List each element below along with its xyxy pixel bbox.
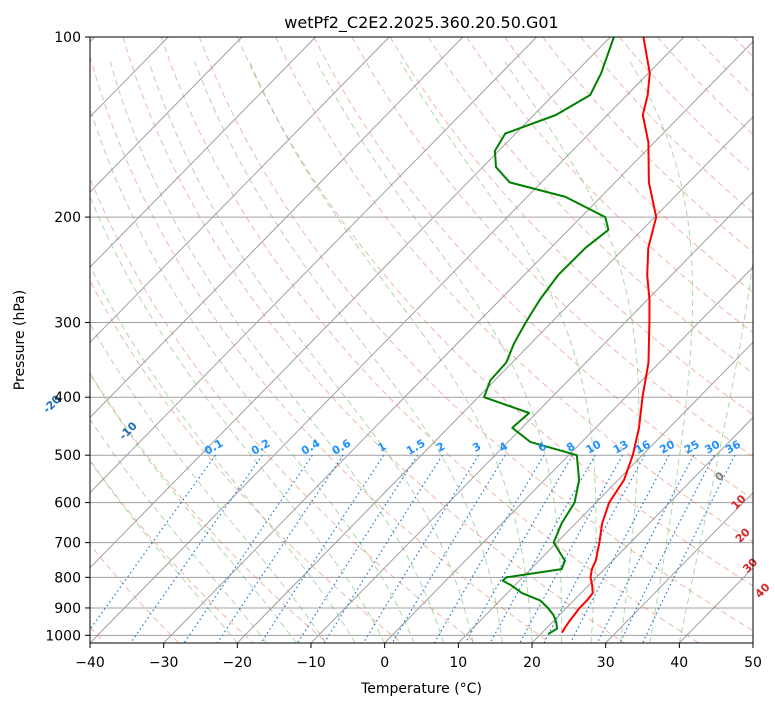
dry-adiabat-140 xyxy=(542,37,753,254)
dry-adiabat-90 xyxy=(351,37,753,458)
y-tick-label: 100 xyxy=(54,30,81,46)
moist-adiabat-32 xyxy=(504,61,640,643)
chart-title: wetPf2_C2E2.2025.360.20.50.G01 xyxy=(284,13,558,33)
isotherm--100 xyxy=(90,37,243,193)
plot-frame xyxy=(89,36,754,644)
x-tick-label: −20 xyxy=(223,655,253,671)
y-tick-label: 500 xyxy=(54,448,81,464)
moist-adiabat-16 xyxy=(194,61,503,643)
dewpoint-profile xyxy=(483,37,615,635)
dry-adiabat-10 xyxy=(90,177,477,643)
dry-adiabat-50 xyxy=(198,37,753,632)
profile-lines xyxy=(483,37,658,635)
mixing-ratio-line-6 xyxy=(433,454,545,643)
x-tick-label: 10 xyxy=(449,655,467,671)
isotherm--30 xyxy=(163,40,753,643)
dry-adiabat-40 xyxy=(160,37,700,643)
mixing-ratio-line-0.6 xyxy=(216,454,344,643)
x-tick-label: −30 xyxy=(149,655,179,671)
isotherm--80 xyxy=(90,37,390,344)
isotherm--20 xyxy=(236,116,753,643)
y-axis-label: Pressure (hPa) xyxy=(12,290,28,390)
mixing-ratio-line-20 xyxy=(569,454,670,643)
moist-adiabat-8 xyxy=(109,61,445,643)
x-tick-label: −10 xyxy=(296,655,326,671)
y-tick-label: 300 xyxy=(54,316,81,332)
moist-adiabat--12 xyxy=(90,372,297,643)
mixing-ratio-line-1.5 xyxy=(296,454,419,643)
isotherm--90 xyxy=(90,37,316,268)
mixing-ratio-line-0.4 xyxy=(183,454,313,643)
dry-adiabat-100 xyxy=(389,37,753,416)
isotherm-10 xyxy=(457,341,753,643)
x-tick-label: 30 xyxy=(597,655,615,671)
mixing-ratio-line-8 xyxy=(464,454,574,643)
x-axis-label: Temperature (°C) xyxy=(360,681,482,697)
x-tick-label: 0 xyxy=(380,655,389,671)
isotherm--40 xyxy=(90,37,685,643)
moist-adiabat--4 xyxy=(90,264,356,643)
y-tick-label: 200 xyxy=(54,210,81,226)
background-lines xyxy=(90,37,753,643)
axes: −40 −30 −20 −10 0 10 20 30 40 50 100 200 300 400 500 60… xyxy=(45,30,762,671)
y-tick-label: 900 xyxy=(54,601,81,617)
dry-adiabat--10 xyxy=(90,372,328,643)
moist-adiabat-12 xyxy=(148,61,474,643)
mixing-ratio-line-3 xyxy=(362,454,480,643)
dry-adiabat-30 xyxy=(122,37,625,643)
moist-adiabat--20 xyxy=(90,460,238,643)
temperature-profile xyxy=(561,37,658,634)
x-tick-label: 50 xyxy=(744,655,762,671)
moist-adiabat-0 xyxy=(90,195,386,643)
isotherm--50 xyxy=(90,37,611,569)
moist-adiabat-20 xyxy=(249,61,533,643)
isotherm-30 xyxy=(605,491,753,643)
isotherm-20 xyxy=(531,416,753,643)
y-tick-label: 400 xyxy=(54,390,81,406)
dry-adiabat--20 xyxy=(90,459,254,643)
moist-adiabat-40 xyxy=(678,61,753,643)
y-tick-label: 600 xyxy=(54,496,81,512)
mixing-ratio-line-4 xyxy=(391,454,506,643)
moist-adiabat-24 xyxy=(316,61,563,643)
isotherm--10 xyxy=(310,191,753,643)
x-tick-label: 20 xyxy=(523,655,541,671)
moist-adiabat--16 xyxy=(90,418,268,643)
y-tick-label: 1000 xyxy=(45,628,81,644)
isotherm-0 xyxy=(384,266,753,643)
x-tick-label: 40 xyxy=(670,655,688,671)
dry-adiabat-110 xyxy=(427,37,753,375)
moist-adiabat--8 xyxy=(90,322,327,643)
y-tick-label: 800 xyxy=(54,570,81,586)
mixing-ratio-line-2 xyxy=(323,454,443,643)
mixing-ratio-line-25 xyxy=(596,454,695,643)
x-tick-label: −40 xyxy=(75,655,105,671)
dry-adiabat-150 xyxy=(580,37,753,214)
moist-adiabat-36 xyxy=(629,61,694,643)
y-tick-label: 700 xyxy=(54,536,81,552)
isotherm--60 xyxy=(90,37,537,494)
